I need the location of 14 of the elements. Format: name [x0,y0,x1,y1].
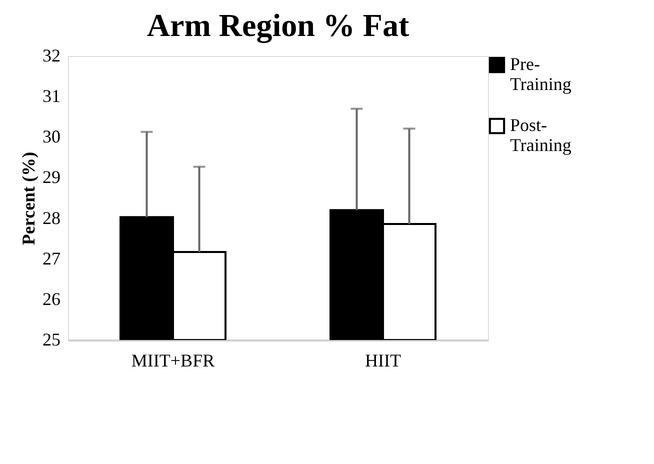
legend-label: Post-Training [510,115,572,155]
x-tick-label: HIIT [365,350,401,370]
y-tick-label: 29 [42,167,60,188]
y-tick-label: 28 [42,208,60,228]
y-tick-label: 26 [42,288,60,309]
y-tick-label: 25 [42,330,60,350]
y-tick-label: 27 [42,248,60,268]
y-tick-label: 32 [42,46,60,66]
y-tick-label: 30 [42,126,60,147]
x-tick-label: MIIT+BFR [131,350,215,370]
y-tick-label: 31 [42,86,60,106]
chart-title: Arm Region % Fat [146,7,410,44]
legend-label: Pre-Training [510,54,572,94]
y-axis-title: Percent (%) [18,152,38,246]
